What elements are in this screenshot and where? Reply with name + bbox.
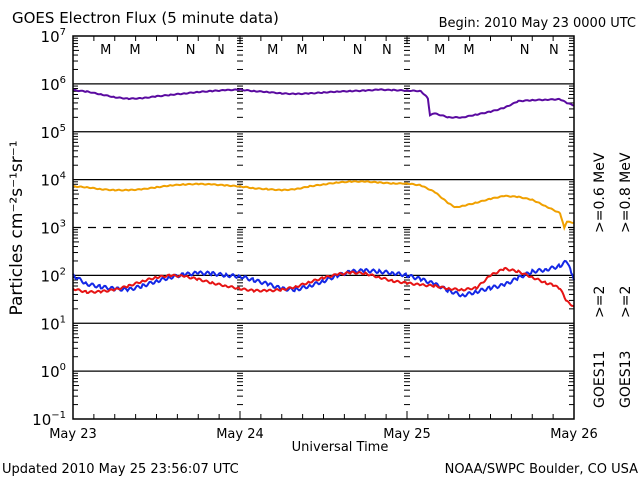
- y-tick-label: 104: [41, 171, 66, 190]
- y-tick-label: 107: [41, 27, 66, 46]
- marker-m-blue: M: [463, 43, 474, 58]
- legend-goes11-0.6mev: >=0.6 MeV: [592, 152, 608, 233]
- series-line-orange: [72, 180, 575, 231]
- marker-m-red: M: [267, 43, 278, 58]
- y-tick-label: 103: [41, 219, 66, 238]
- marker-n-red: N: [353, 43, 363, 58]
- marker-m-red: M: [100, 43, 111, 58]
- marker-m-red: M: [434, 43, 445, 58]
- legend-goes13-0.8mev: >=0.8 MeV: [618, 152, 634, 233]
- marker-n-blue: N: [549, 43, 559, 58]
- x-tick-label: May 25: [383, 427, 431, 442]
- marker-n-blue: N: [215, 43, 225, 58]
- x-axis-label: Universal Time: [292, 440, 389, 455]
- legend: >=0.6 MeV >=0.8 MeV >=2 >=2 GOES11 GOES1…: [592, 152, 634, 408]
- series-line-red: [72, 266, 575, 308]
- x-tick-labels: May 23 May 24 May 25 May 26: [49, 427, 598, 442]
- chart-title: GOES Electron Flux (5 minute data): [12, 9, 279, 27]
- marker-m-blue: M: [129, 43, 140, 58]
- plot-frame: [72, 35, 575, 420]
- legend-goes11-2mev: >=2: [592, 286, 608, 318]
- updated-timestamp: Updated 2010 May 25 23:56:07 UTC: [2, 462, 239, 477]
- legend-goes13-2mev: >=2: [618, 286, 634, 318]
- data-series: [72, 88, 575, 308]
- series-line-blue: [72, 259, 575, 298]
- x-tick-label: May 24: [216, 427, 264, 442]
- gridlines: [73, 83, 574, 372]
- series-line-purple: [72, 88, 575, 119]
- y-tick-label: 101: [41, 314, 66, 333]
- y-tick-label: 105: [41, 123, 66, 142]
- x-tick-label: May 23: [49, 427, 97, 442]
- y-tick-label: 102: [41, 266, 66, 285]
- y-tick-labels: 107 106 105 104 103 102 101 100 10−1: [32, 27, 66, 429]
- legend-goes11: GOES11: [592, 351, 608, 408]
- credit: NOAA/SWPC Boulder, CO USA: [445, 462, 638, 477]
- marker-m-blue: M: [296, 43, 307, 58]
- marker-n-red: N: [186, 43, 196, 58]
- y-tick-label: 100: [41, 362, 66, 381]
- y-tick-label: 106: [41, 75, 66, 94]
- marker-n-red: N: [520, 43, 530, 58]
- y-tick-label: 10−1: [32, 410, 66, 429]
- marker-n-blue: N: [382, 43, 392, 58]
- begin-time: Begin: 2010 May 23 0000 UTC: [439, 16, 636, 31]
- y-axis-label: Particles cm⁻²s⁻¹sr⁻¹: [7, 140, 27, 315]
- legend-goes13: GOES13: [618, 351, 634, 408]
- x-tick-label: May 26: [550, 427, 598, 442]
